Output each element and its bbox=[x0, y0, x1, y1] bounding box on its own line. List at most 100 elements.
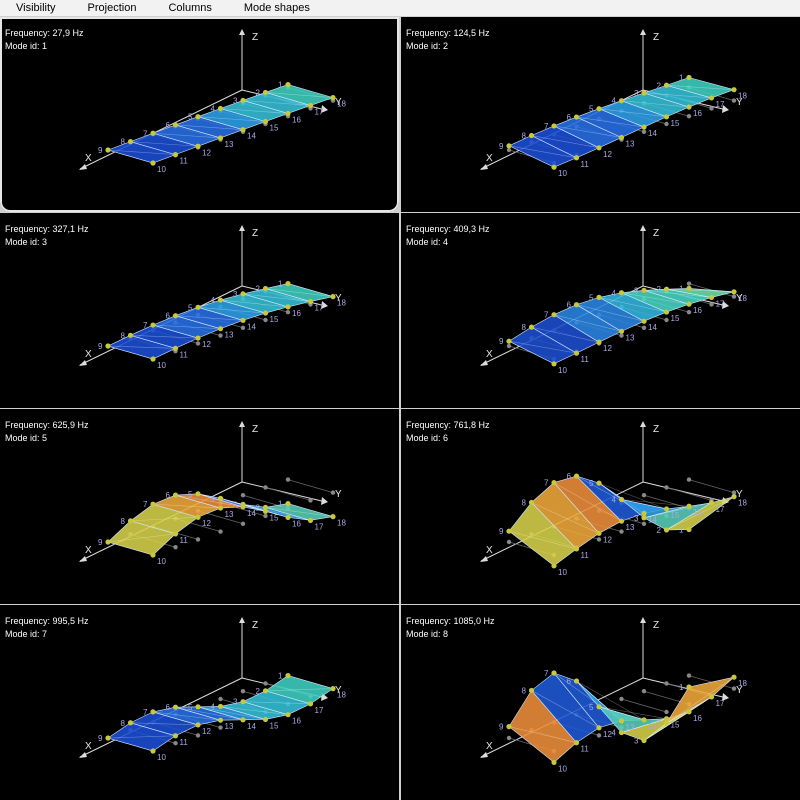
node[interactable] bbox=[686, 709, 692, 715]
node[interactable] bbox=[573, 350, 580, 356]
node[interactable] bbox=[150, 501, 156, 507]
node[interactable] bbox=[262, 310, 269, 316]
node[interactable] bbox=[285, 110, 291, 117]
node[interactable] bbox=[596, 530, 602, 536]
node[interactable] bbox=[551, 361, 557, 367]
node[interactable] bbox=[330, 95, 336, 101]
mode-viewport-3[interactable]: Z Y X 9 10 8 11 7 12 6 13 5 14 4 15 3 16 2 17 1 18 Frequency:… bbox=[0, 213, 399, 408]
node[interactable] bbox=[195, 704, 201, 710]
node[interactable] bbox=[641, 124, 647, 130]
node[interactable] bbox=[307, 298, 314, 305]
node[interactable] bbox=[596, 294, 602, 300]
mode-shape-plot[interactable]: Z Y X9 10 8 11 7 12 6 13 5 14 4 15 3 16 2 17 1 18 bbox=[0, 409, 399, 604]
node[interactable] bbox=[663, 309, 670, 315]
node[interactable] bbox=[262, 688, 269, 694]
node[interactable] bbox=[172, 152, 179, 158]
mode-viewport-2[interactable]: Z Y X 9 10 8 11 7 12 6 13 5 14 4 15 3 16 2 17 1 18 Frequency:… bbox=[401, 17, 800, 212]
node[interactable] bbox=[596, 106, 602, 112]
node[interactable] bbox=[618, 518, 625, 524]
node[interactable] bbox=[195, 514, 201, 520]
node[interactable] bbox=[285, 712, 291, 718]
node[interactable] bbox=[105, 539, 111, 545]
node[interactable] bbox=[596, 339, 602, 345]
menu-projection[interactable]: Projection bbox=[87, 1, 137, 14]
node[interactable] bbox=[127, 332, 134, 338]
node[interactable] bbox=[330, 686, 336, 692]
node[interactable] bbox=[663, 720, 670, 726]
node[interactable] bbox=[573, 546, 580, 552]
node[interactable] bbox=[731, 494, 737, 500]
node[interactable] bbox=[262, 508, 269, 514]
node[interactable] bbox=[708, 294, 715, 301]
node[interactable] bbox=[663, 114, 670, 120]
node[interactable] bbox=[663, 506, 670, 512]
mode-shape-plot[interactable]: Z Y X9 10 8 11 7 12 6 13 5 14 4 15 3 16 2 17 1 18 bbox=[401, 409, 800, 604]
node[interactable] bbox=[285, 82, 291, 88]
node[interactable] bbox=[150, 748, 156, 754]
node[interactable] bbox=[217, 105, 224, 112]
node[interactable] bbox=[731, 87, 737, 93]
node[interactable] bbox=[686, 503, 692, 509]
node[interactable] bbox=[596, 145, 602, 151]
node[interactable] bbox=[708, 500, 715, 506]
node[interactable] bbox=[150, 322, 156, 328]
node[interactable] bbox=[551, 670, 557, 676]
node[interactable] bbox=[262, 504, 269, 510]
node[interactable] bbox=[618, 98, 625, 104]
node[interactable] bbox=[663, 716, 670, 722]
node[interactable] bbox=[172, 704, 179, 710]
node[interactable] bbox=[641, 737, 647, 744]
node[interactable] bbox=[528, 499, 535, 506]
node[interactable] bbox=[641, 717, 647, 723]
mode-shape-plot[interactable]: Z Y X9 10 8 11 7 12 6 13 5 14 4 15 3 16 2 17 1 18 bbox=[401, 213, 800, 408]
node[interactable] bbox=[307, 102, 314, 109]
node[interactable] bbox=[105, 147, 111, 153]
mode-viewport-6[interactable]: Z Y X 9 10 8 11 7 12 6 13 5 14 4 15 3 16 2 17 1 18 Frequency:… bbox=[401, 409, 800, 604]
mode-viewport-8[interactable]: Z Y X 9 10 8 11 7 12 6 13 5 14 4 15 3 16 2 17 1 18 Frequency:… bbox=[401, 605, 800, 800]
node[interactable] bbox=[551, 123, 557, 129]
node[interactable] bbox=[686, 684, 692, 690]
node[interactable] bbox=[262, 716, 269, 723]
mode-shape-plot[interactable]: Z Y X9 10 8 11 7 12 6 13 5 14 4 15 3 16 2 17 1 18 bbox=[0, 605, 399, 800]
node[interactable] bbox=[731, 674, 737, 680]
node[interactable] bbox=[150, 160, 156, 166]
node[interactable] bbox=[551, 479, 557, 486]
node[interactable] bbox=[573, 155, 580, 161]
menu-visibility[interactable]: Visibility bbox=[16, 1, 56, 14]
node[interactable] bbox=[240, 699, 246, 705]
node[interactable] bbox=[528, 324, 535, 330]
node[interactable] bbox=[618, 290, 625, 296]
node[interactable] bbox=[285, 281, 291, 287]
node[interactable] bbox=[150, 356, 156, 362]
node[interactable] bbox=[551, 759, 557, 765]
node[interactable] bbox=[573, 302, 580, 308]
menu-columns[interactable]: Columns bbox=[168, 1, 212, 14]
node[interactable] bbox=[217, 717, 224, 723]
node[interactable] bbox=[105, 343, 111, 349]
node[interactable] bbox=[307, 517, 314, 523]
node[interactable] bbox=[641, 318, 647, 324]
node[interactable] bbox=[285, 514, 291, 520]
node[interactable] bbox=[240, 717, 246, 723]
node[interactable] bbox=[618, 328, 625, 334]
node[interactable] bbox=[551, 563, 557, 569]
node[interactable] bbox=[217, 135, 224, 141]
node[interactable] bbox=[172, 345, 179, 351]
node[interactable] bbox=[528, 687, 535, 694]
node[interactable] bbox=[217, 703, 224, 710]
node[interactable] bbox=[195, 335, 201, 341]
node[interactable] bbox=[172, 122, 179, 128]
mode-shape-plot[interactable]: Z Y X9 10 8 11 7 12 6 13 5 14 4 15 3 16 2 17 1 18 bbox=[0, 17, 399, 212]
node[interactable] bbox=[663, 527, 670, 533]
node[interactable] bbox=[708, 95, 715, 101]
node[interactable] bbox=[105, 735, 111, 741]
node[interactable] bbox=[217, 505, 224, 511]
node[interactable] bbox=[686, 104, 692, 110]
mode-viewport-5[interactable]: Z Y X 9 10 8 11 7 12 6 13 5 14 4 15 3 16 2 17 1 18 Frequency:… bbox=[0, 409, 399, 604]
node[interactable] bbox=[195, 304, 201, 310]
node[interactable] bbox=[330, 294, 336, 300]
node[interactable] bbox=[506, 143, 512, 149]
node[interactable] bbox=[127, 139, 134, 145]
node[interactable] bbox=[217, 326, 224, 332]
node[interactable] bbox=[127, 720, 134, 726]
